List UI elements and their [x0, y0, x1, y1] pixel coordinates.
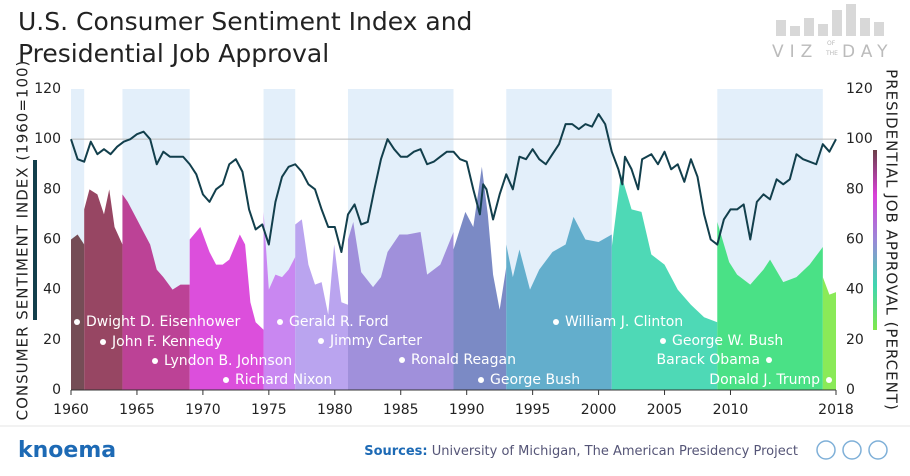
- logo-text: OF: [827, 40, 836, 47]
- president-label: Jimmy Carter: [329, 333, 422, 349]
- x-tick-label: 1990: [449, 402, 485, 418]
- approval-area: [263, 211, 296, 390]
- brand: knoema: [18, 438, 116, 463]
- label-dot: [100, 339, 106, 345]
- label-dot: [277, 319, 283, 325]
- y2-tick-label: 0: [846, 382, 855, 398]
- y2-tick-label: 80: [846, 181, 864, 197]
- x-tick-label: 1995: [515, 402, 551, 418]
- x-tick-label: 1980: [317, 402, 353, 418]
- plot-area: Dwight D. Eisenhower John F. Kennedy Lyndo…: [34, 81, 872, 418]
- approval-area: [611, 174, 718, 390]
- logo-text: DAY: [842, 42, 894, 62]
- approval-area: [822, 277, 836, 390]
- label-dot: [399, 357, 405, 363]
- label-dot: [766, 357, 772, 363]
- approval-area: [189, 226, 264, 390]
- x-tick-label: 1970: [185, 402, 221, 418]
- x-tick-label: 1965: [119, 402, 155, 418]
- y-tick-label: 20: [43, 332, 61, 348]
- axis-color-bar: [33, 160, 37, 320]
- president-label: Gerald R. Ford: [289, 314, 389, 330]
- logo-text: VIZ: [772, 42, 818, 62]
- president-label: Richard Nixon: [235, 372, 332, 388]
- label-dot: [826, 377, 832, 383]
- president-label: Ronald Reagan: [411, 352, 516, 368]
- x-tick-label: 2005: [647, 402, 683, 418]
- y-tick-label: 40: [43, 282, 61, 298]
- label-dot: [553, 319, 559, 325]
- approval-area: [453, 166, 507, 390]
- label-dot: [152, 358, 158, 364]
- president-label: Lyndon B. Johnson: [164, 353, 292, 369]
- x-tick-label: 1960: [53, 402, 89, 418]
- x-tick-label: 1975: [251, 402, 287, 418]
- approval-area: [295, 219, 348, 390]
- president-label: George W. Bush: [672, 333, 783, 349]
- sentiment-line: [70, 113, 837, 254]
- title-line: U.S. Consumer Sentiment Index and: [18, 7, 472, 36]
- y2-tick-label: 120: [846, 81, 873, 97]
- president-label: Dwight D. Eisenhower: [86, 314, 241, 330]
- y-tick-label: 80: [43, 181, 61, 197]
- approval-area: [347, 221, 454, 390]
- x-tick-label: 2010: [713, 402, 749, 418]
- y-axis-label: CONSUMER SENTIMENT INDEX (1960=100): [14, 60, 32, 421]
- x-tick-label: 1985: [383, 402, 419, 418]
- sources: Sources: University of Michigan, The Ame…: [364, 444, 798, 459]
- y-tick-label: 100: [34, 131, 61, 147]
- logo: VIZ OF THE DAY: [772, 4, 894, 62]
- x-tick-label: 2018: [818, 402, 854, 418]
- y2-tick-label: 100: [846, 131, 873, 147]
- logo-text: THE: [825, 50, 838, 57]
- sources-text: University of Michigan, The American Pre…: [432, 444, 798, 459]
- approval-area: [71, 234, 85, 390]
- president-label: William J. Clinton: [565, 314, 683, 330]
- label-dot: [223, 377, 229, 383]
- y2-tick-label: 40: [846, 282, 864, 298]
- approval-area: [84, 189, 123, 390]
- y2-axis-label: PRESIDENTIAL JOB APPROVAL (PERCENT): [883, 69, 901, 411]
- president-label: Donald J. Trump: [709, 372, 820, 388]
- y-tick-label: 60: [43, 232, 61, 248]
- approval-area: [506, 216, 612, 390]
- label-dot: [318, 338, 324, 344]
- x-tick-label: 2000: [581, 402, 617, 418]
- y2-tick-label: 20: [846, 332, 864, 348]
- president-label: Barack Obama: [657, 352, 760, 368]
- approval-area: [717, 221, 823, 390]
- y-tick-label: 0: [52, 382, 61, 398]
- president-label: George Bush: [490, 372, 580, 388]
- label-dot: [478, 377, 484, 383]
- axis-color-bar: [873, 150, 877, 330]
- label-dot: [660, 338, 666, 344]
- y2-tick-label: 60: [846, 232, 864, 248]
- label-dot: [74, 319, 80, 325]
- license-icons: [816, 440, 888, 460]
- approval-area: [122, 194, 190, 390]
- title-line: Presidential Job Approval: [18, 39, 329, 68]
- sources-label: Sources:: [364, 444, 427, 459]
- president-label: John F. Kennedy: [111, 334, 222, 350]
- y-tick-label: 120: [34, 81, 61, 97]
